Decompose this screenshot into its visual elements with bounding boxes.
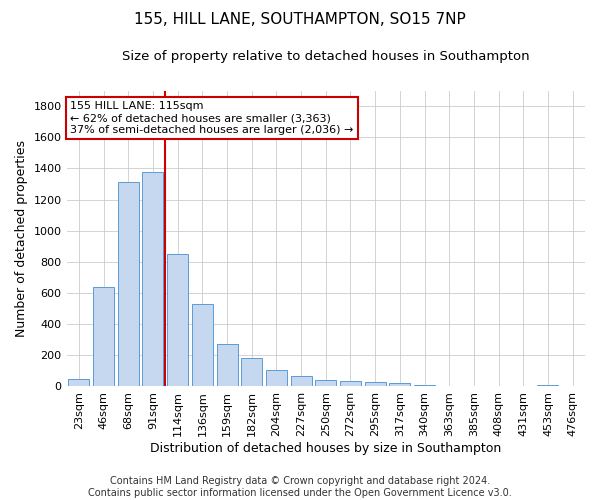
Text: Contains HM Land Registry data © Crown copyright and database right 2024.
Contai: Contains HM Land Registry data © Crown c… bbox=[88, 476, 512, 498]
Bar bbox=[192, 304, 213, 386]
Bar bbox=[414, 384, 435, 386]
Bar bbox=[266, 370, 287, 386]
Bar bbox=[365, 382, 386, 386]
Bar bbox=[93, 287, 114, 386]
Y-axis label: Number of detached properties: Number of detached properties bbox=[15, 140, 28, 337]
Bar bbox=[142, 172, 163, 386]
Bar bbox=[538, 384, 559, 386]
Bar bbox=[217, 344, 238, 386]
Title: Size of property relative to detached houses in Southampton: Size of property relative to detached ho… bbox=[122, 50, 530, 63]
X-axis label: Distribution of detached houses by size in Southampton: Distribution of detached houses by size … bbox=[150, 442, 502, 455]
Bar bbox=[290, 376, 311, 386]
Bar bbox=[315, 380, 336, 386]
Bar bbox=[389, 383, 410, 386]
Bar bbox=[340, 380, 361, 386]
Bar bbox=[68, 378, 89, 386]
Text: 155 HILL LANE: 115sqm
← 62% of detached houses are smaller (3,363)
37% of semi-d: 155 HILL LANE: 115sqm ← 62% of detached … bbox=[70, 102, 353, 134]
Text: 155, HILL LANE, SOUTHAMPTON, SO15 7NP: 155, HILL LANE, SOUTHAMPTON, SO15 7NP bbox=[134, 12, 466, 28]
Bar bbox=[241, 358, 262, 386]
Bar bbox=[118, 182, 139, 386]
Bar bbox=[167, 254, 188, 386]
